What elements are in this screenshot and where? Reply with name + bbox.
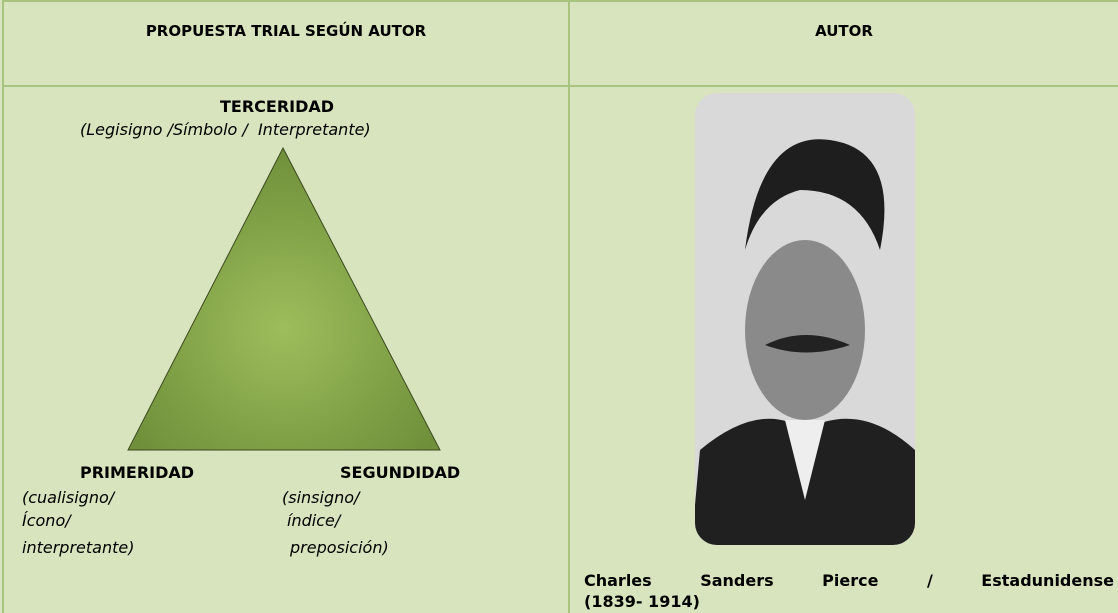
node-line: índice/ — [287, 511, 341, 530]
node-title: SEGUNDIDAD — [340, 463, 461, 482]
column-header: PROPUESTA TRIAL SEGÚN AUTOR — [145, 22, 427, 40]
node-title: TERCERIDAD — [220, 97, 335, 116]
node-line: preposición) — [290, 538, 389, 557]
node-line: interpretante) — [22, 538, 135, 557]
node-title: PRIMERIDAD — [80, 463, 195, 482]
caption-line: Charles Sanders Pierce / Estadunidense — [584, 571, 1114, 590]
node-line: (cualisigno/ — [22, 488, 115, 507]
triangle — [127, 146, 441, 451]
caption-line: (1839- 1914) — [584, 592, 700, 611]
node-subtitle: (Legisigno /Símbolo / Interpretante) — [80, 120, 371, 139]
node-line: Ícono/ — [22, 511, 71, 530]
body-cell — [568, 85, 1118, 613]
column-header: AUTOR — [815, 22, 873, 40]
portrait — [695, 93, 915, 545]
node-line: (sinsigno/ — [282, 488, 360, 507]
